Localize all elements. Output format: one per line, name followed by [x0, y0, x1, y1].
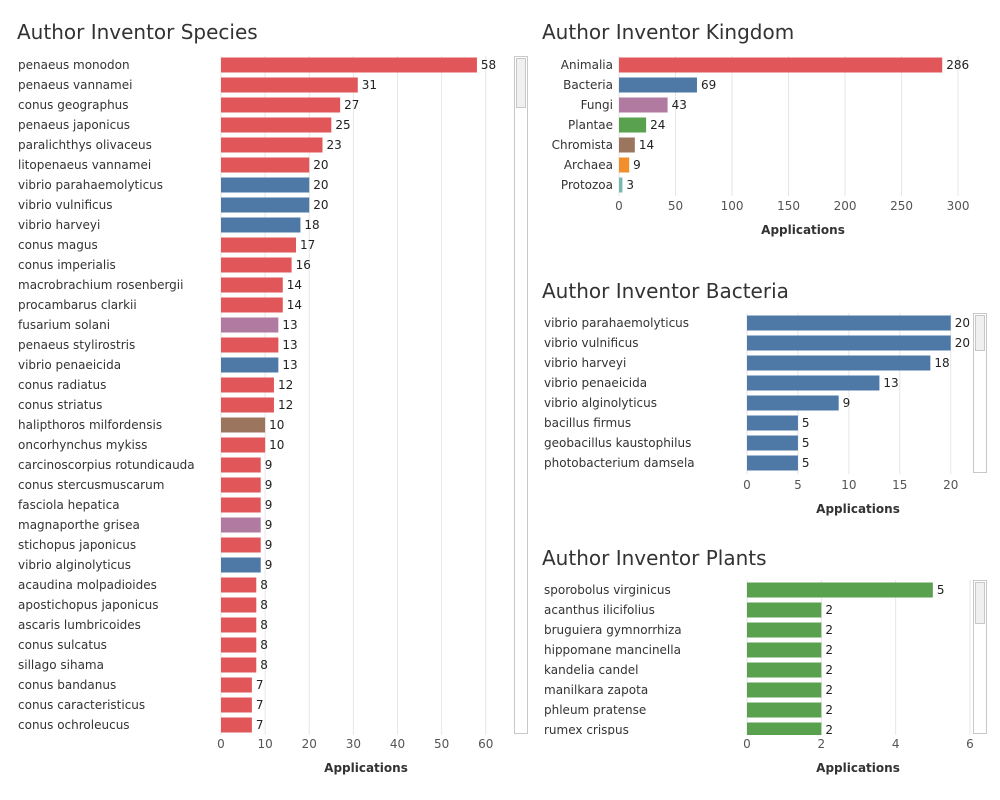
plants-category-label: acanthus ilicifolius — [544, 603, 655, 617]
plants-value-label: 2 — [825, 603, 833, 617]
plants-value-label: 2 — [825, 703, 833, 717]
plants-scrollbar-thumb[interactable] — [975, 582, 985, 624]
plants-tick-label: 6 — [966, 737, 974, 751]
plants-category-label: bruguiera gymnorrhiza — [544, 623, 682, 637]
plants-tick-label: 0 — [743, 737, 751, 751]
plants-bar — [747, 703, 821, 718]
plants-scrollbar[interactable] — [973, 580, 987, 734]
plants-value-label: 5 — [937, 583, 945, 597]
plants-bars: sporobolus virginicus 5 acanthus ilicifoli… — [544, 583, 944, 738]
plants-value-label: 2 — [825, 623, 833, 637]
plants-value-label: 2 — [825, 683, 833, 697]
plants-bar — [747, 643, 821, 658]
plants-category-label: manilkara zapota — [544, 683, 648, 697]
plants-bar — [747, 723, 821, 738]
plants-bar — [747, 663, 821, 678]
plants-value-label: 2 — [825, 723, 833, 737]
plants-category-label: kandelia candel — [544, 663, 638, 677]
plants-bar — [747, 683, 821, 698]
plants-bar — [747, 583, 933, 598]
plants-category-label: hippomane mancinella — [544, 643, 681, 657]
plants-tick-label: 4 — [892, 737, 900, 751]
plants-bar — [747, 603, 821, 618]
plants-tick-label: 2 — [818, 737, 826, 751]
plants-value-label: 2 — [825, 643, 833, 657]
plants-value-label: 2 — [825, 663, 833, 677]
plants-category-label: sporobolus virginicus — [544, 583, 671, 597]
plants-category-label: phleum pratense — [544, 703, 646, 717]
plants-bar — [747, 623, 821, 638]
plants-axis-label: Applications — [816, 761, 900, 775]
plants-category-label: rumex crispus — [544, 723, 629, 737]
